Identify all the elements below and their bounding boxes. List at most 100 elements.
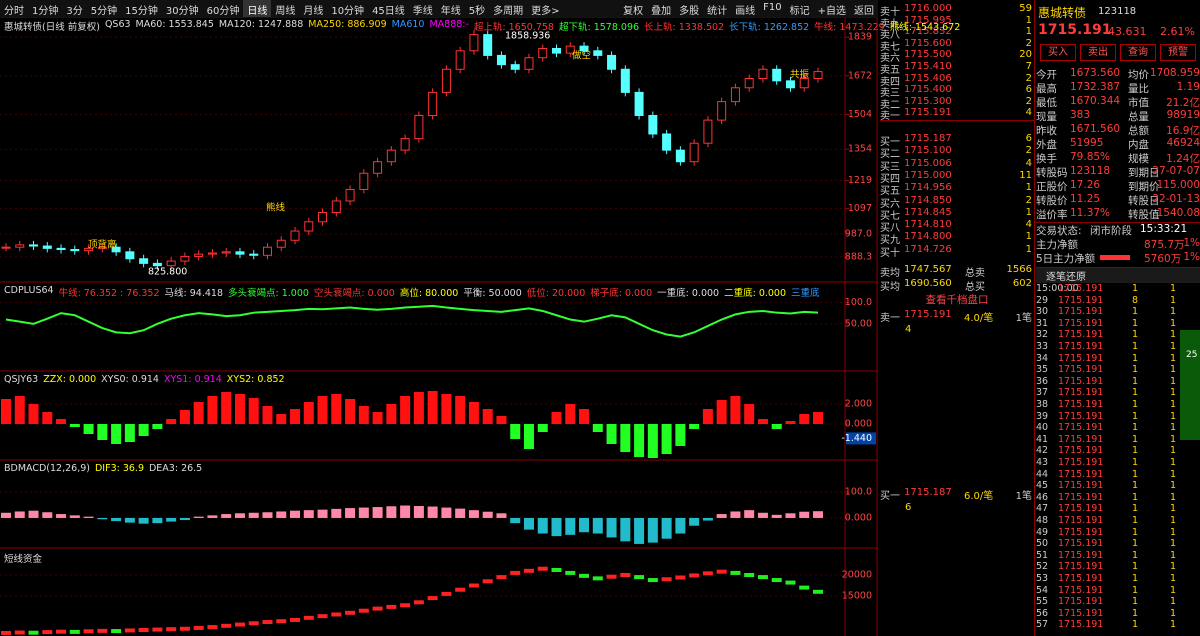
cell: 46: [1036, 491, 1049, 503]
toolbar-button[interactable]: 复权: [623, 6, 644, 17]
toolbar-button[interactable]: 叠加: [651, 6, 672, 17]
fund-bar: [813, 589, 823, 594]
histogram-bar: [386, 506, 397, 518]
toolbar-tab[interactable]: 日线: [243, 0, 272, 17]
cell: 卖一: [880, 313, 900, 324]
tick-title: 逐笔还原: [1036, 267, 1200, 283]
cell: 79.85%: [1070, 151, 1111, 163]
histogram-bar: [510, 424, 521, 439]
quote-row: 现量 383 总量 98919: [1036, 109, 1200, 123]
candle: [538, 47, 548, 59]
annotation: 共振: [790, 69, 810, 81]
toolbar-tab[interactable]: 季线: [412, 6, 433, 17]
candle: [730, 87, 740, 103]
toolbar-tab[interactable]: 年线: [440, 6, 461, 17]
toolbar-button[interactable]: 返回: [854, 6, 874, 17]
security-name: 惠城转债: [1038, 6, 1087, 20]
fund-bar: [702, 571, 713, 576]
tick-row: 46 1715.191 1 1: [1036, 492, 1200, 504]
toolbar-tab[interactable]: 3分: [66, 6, 83, 17]
toolbar-button[interactable]: 统计: [707, 6, 728, 17]
tick-row: 42 1715.191 1 1: [1036, 445, 1200, 457]
toolbar-tab[interactable]: 10分钟: [331, 6, 365, 17]
cell: 1.24亿: [1166, 153, 1200, 165]
cell: 1715.191: [1058, 387, 1104, 399]
toolbar-tab[interactable]: 5分钟: [90, 6, 118, 17]
toolbar-tab[interactable]: 5秒: [468, 6, 486, 17]
toolbar-tab[interactable]: 1分钟: [32, 6, 59, 17]
cell: 1: [1170, 584, 1177, 596]
cell: 1715.191: [1058, 573, 1104, 584]
fund-bar: [537, 566, 548, 571]
cell: 1716.000: [904, 3, 952, 14]
trade-button[interactable]: 买入: [1040, 44, 1076, 61]
candle: [675, 149, 685, 163]
fund-bar: [83, 629, 94, 634]
candle: [97, 246, 107, 249]
toolbar-button[interactable]: 标记: [789, 6, 810, 17]
histogram-bar: [537, 517, 548, 534]
tick-row: 44 1715.191 1 1: [1036, 469, 1200, 481]
toolbar-tab[interactable]: 15分钟: [125, 6, 158, 17]
legend-item: MA120: 1247.888: [218, 19, 304, 30]
toolbar-tab[interactable]: 45日线: [372, 6, 405, 17]
cell: 1: [1170, 364, 1177, 376]
candle: [331, 200, 341, 214]
cell: 1: [1170, 515, 1177, 526]
cell: 59: [1019, 3, 1032, 14]
tick-row: 32 1715.191 1 1: [1036, 329, 1200, 341]
cell: 1715.191: [904, 107, 952, 119]
trade-button[interactable]: 卖出: [1080, 44, 1116, 61]
toolbar-tab[interactable]: 30分钟: [165, 6, 199, 17]
cell: 1: [1170, 399, 1177, 410]
cell: 1: [1170, 468, 1177, 480]
histogram-bar: [358, 507, 369, 518]
candle: [813, 71, 823, 80]
fund-bar: [523, 568, 534, 573]
cell: 123118: [1070, 165, 1111, 177]
toolbar-button[interactable]: 多股: [679, 6, 700, 17]
cell: 卖二: [880, 99, 900, 111]
toolbar-tab[interactable]: 月线: [303, 6, 324, 17]
fund-bar: [496, 575, 507, 580]
toolbar-tab[interactable]: 60分钟: [206, 6, 240, 17]
toolbar-button[interactable]: F10: [763, 2, 782, 13]
sell-level: 卖九 1715.995 1: [880, 15, 1034, 30]
annotation: 顶背离: [88, 239, 117, 251]
trade-button[interactable]: 查询: [1120, 44, 1156, 61]
legend-item: 超下轨: 1578.096: [558, 22, 640, 33]
cell: 1: [1132, 422, 1139, 434]
cell: 买三: [880, 161, 900, 173]
depth-link[interactable]: 查看千档盘口: [925, 294, 989, 306]
histogram-bar: [537, 424, 548, 432]
cell: 1: [1132, 515, 1139, 526]
toolbar-tab[interactable]: 多周期: [493, 6, 524, 17]
cell: 1: [1170, 445, 1177, 457]
cell: 1: [1132, 329, 1139, 341]
histogram-bar: [675, 517, 686, 534]
y-tick-label: 100.0: [845, 297, 872, 308]
toolbar-tab[interactable]: 周线: [275, 6, 296, 17]
quote-row: 转股码 123118 到期日 27-07-07: [1036, 165, 1200, 179]
cell: 量比: [1128, 83, 1149, 95]
toolbar-button[interactable]: +自选: [817, 6, 846, 17]
toolbar-tab[interactable]: 分时: [4, 6, 24, 17]
candle: [689, 142, 699, 163]
indicator-line: [5, 304, 819, 338]
cell: 29: [1036, 294, 1049, 306]
cell: 卖五: [880, 65, 900, 76]
cell: 1: [1132, 445, 1139, 457]
value-marker: [846, 432, 876, 445]
trade-button[interactable]: 预警: [1160, 44, 1196, 61]
histogram-bar: [647, 424, 658, 458]
cell: 1715.300: [904, 95, 952, 107]
y-tick-label: 100.0: [845, 486, 872, 497]
buy-level: 买四 1715.000 11: [880, 170, 1034, 185]
cell: 1: [1132, 584, 1139, 596]
histogram-bar: [647, 517, 658, 543]
cell: 1715.191: [1058, 294, 1104, 306]
y-tick-label: 15000: [842, 591, 872, 602]
toolbar-tab[interactable]: 更多>: [531, 6, 560, 17]
histogram-bar: [221, 514, 232, 518]
toolbar-button[interactable]: 画线: [735, 6, 756, 17]
